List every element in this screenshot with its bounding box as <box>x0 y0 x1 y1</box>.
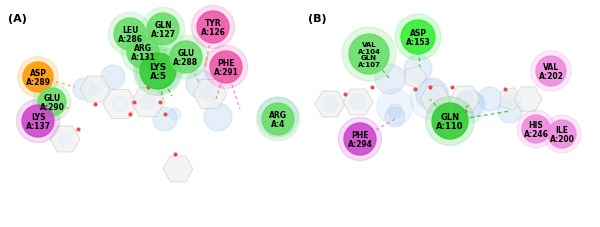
Polygon shape <box>450 87 480 113</box>
Circle shape <box>197 12 229 44</box>
Circle shape <box>205 46 248 89</box>
Text: HIS
A:246: HIS A:246 <box>524 120 548 139</box>
Circle shape <box>89 84 101 96</box>
Circle shape <box>121 31 164 74</box>
Circle shape <box>401 21 435 55</box>
Polygon shape <box>193 80 227 109</box>
Text: (B): (B) <box>308 14 326 24</box>
Text: VAL
A:104
GLN
A:107: VAL A:104 GLN A:107 <box>358 42 380 67</box>
Circle shape <box>112 96 128 113</box>
Circle shape <box>543 116 581 153</box>
Text: ASP
A:153: ASP A:153 <box>406 29 430 47</box>
Circle shape <box>210 52 242 84</box>
Circle shape <box>375 65 405 95</box>
Circle shape <box>454 92 486 123</box>
Polygon shape <box>103 90 137 119</box>
Polygon shape <box>405 66 427 89</box>
Circle shape <box>59 133 71 145</box>
Circle shape <box>342 28 396 82</box>
Circle shape <box>517 111 555 148</box>
Text: ARG
A:4: ARG A:4 <box>269 110 287 129</box>
Polygon shape <box>50 126 80 152</box>
Polygon shape <box>131 88 165 117</box>
Text: (A): (A) <box>8 14 27 24</box>
Circle shape <box>258 98 298 137</box>
Circle shape <box>202 87 218 103</box>
Text: ILE
A:200: ILE A:200 <box>550 125 574 144</box>
Text: GLU
A:288: GLU A:288 <box>173 48 199 67</box>
Circle shape <box>140 95 156 111</box>
Circle shape <box>256 98 299 141</box>
Circle shape <box>191 6 235 49</box>
Polygon shape <box>163 156 193 182</box>
Circle shape <box>503 93 517 106</box>
Polygon shape <box>420 87 450 113</box>
Circle shape <box>142 8 185 51</box>
Text: TYR
A:126: TYR A:126 <box>200 19 226 37</box>
Text: LYS
A:5: LYS A:5 <box>149 62 167 81</box>
Circle shape <box>548 121 576 148</box>
Circle shape <box>23 63 53 93</box>
Text: ARG
A:131: ARG A:131 <box>131 43 155 62</box>
Circle shape <box>262 104 294 135</box>
Polygon shape <box>315 92 345 118</box>
Circle shape <box>432 104 468 139</box>
Circle shape <box>385 108 405 127</box>
Circle shape <box>344 123 376 155</box>
Circle shape <box>395 15 441 61</box>
Circle shape <box>478 88 502 111</box>
Circle shape <box>350 95 366 111</box>
Polygon shape <box>500 88 522 111</box>
Polygon shape <box>343 90 373 116</box>
Circle shape <box>18 57 58 98</box>
Circle shape <box>169 109 181 121</box>
Circle shape <box>127 37 159 69</box>
Circle shape <box>164 36 208 79</box>
Circle shape <box>388 105 402 118</box>
Circle shape <box>136 50 180 94</box>
Text: PHE
A:294: PHE A:294 <box>347 130 373 149</box>
Circle shape <box>426 97 475 146</box>
Circle shape <box>456 91 484 118</box>
Circle shape <box>38 89 66 116</box>
Text: LEU
A:286: LEU A:286 <box>118 26 143 44</box>
Circle shape <box>114 19 146 51</box>
Circle shape <box>33 84 71 121</box>
Circle shape <box>416 79 448 111</box>
Circle shape <box>22 106 54 137</box>
Text: VAL
A:202: VAL A:202 <box>539 62 563 81</box>
Text: GLN
A:110: GLN A:110 <box>436 112 464 131</box>
Polygon shape <box>80 77 110 103</box>
Circle shape <box>73 79 95 101</box>
Polygon shape <box>514 87 542 112</box>
Circle shape <box>147 14 179 46</box>
Circle shape <box>410 80 450 119</box>
Text: GLN
A:127: GLN A:127 <box>151 21 176 39</box>
Circle shape <box>16 100 59 143</box>
Circle shape <box>101 66 125 90</box>
Text: PHE
A:291: PHE A:291 <box>214 58 238 77</box>
Circle shape <box>134 47 182 96</box>
Text: LYS
A:137: LYS A:137 <box>25 112 50 131</box>
Text: GLU
A:290: GLU A:290 <box>40 93 64 112</box>
Circle shape <box>522 116 550 143</box>
Circle shape <box>322 96 338 113</box>
Circle shape <box>140 54 176 90</box>
Circle shape <box>338 118 382 161</box>
Circle shape <box>531 52 571 92</box>
Circle shape <box>186 71 214 99</box>
Circle shape <box>536 57 566 87</box>
Circle shape <box>349 35 389 75</box>
Circle shape <box>153 108 177 131</box>
Circle shape <box>498 100 522 123</box>
Circle shape <box>170 42 202 74</box>
Circle shape <box>109 13 152 56</box>
Circle shape <box>427 92 443 108</box>
Circle shape <box>457 92 473 108</box>
Circle shape <box>377 90 413 126</box>
Circle shape <box>404 56 432 84</box>
Text: ASP
A:289: ASP A:289 <box>25 68 50 87</box>
Circle shape <box>204 104 232 131</box>
